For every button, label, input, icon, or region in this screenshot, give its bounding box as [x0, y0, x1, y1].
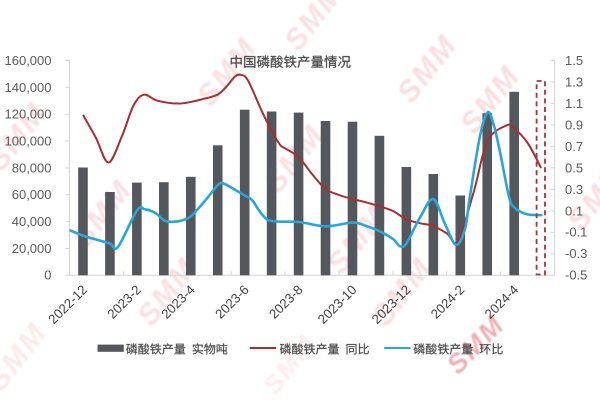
svg-text:0: 0 [44, 268, 51, 283]
svg-text:1.3: 1.3 [565, 74, 583, 89]
svg-text:20,000: 20,000 [12, 241, 52, 256]
svg-text:-0.5: -0.5 [565, 268, 587, 283]
svg-text:140,000: 140,000 [5, 80, 52, 95]
svg-text:0.1: 0.1 [565, 203, 583, 218]
svg-text:-0.3: -0.3 [565, 246, 587, 261]
svg-text:160,000: 160,000 [5, 53, 52, 68]
svg-text:0.7: 0.7 [565, 139, 583, 154]
svg-text:-0.1: -0.1 [565, 225, 587, 240]
svg-text:60,000: 60,000 [12, 187, 52, 202]
svg-text:0.3: 0.3 [565, 182, 583, 197]
svg-text:0.5: 0.5 [565, 160, 583, 175]
svg-text:120,000: 120,000 [5, 107, 52, 122]
svg-text:1.5: 1.5 [565, 53, 583, 68]
svg-text:40,000: 40,000 [12, 214, 52, 229]
svg-text:0.9: 0.9 [565, 117, 583, 132]
svg-text:100,000: 100,000 [5, 133, 52, 148]
svg-text:80,000: 80,000 [12, 160, 52, 175]
svg-text:1.1: 1.1 [565, 96, 583, 111]
